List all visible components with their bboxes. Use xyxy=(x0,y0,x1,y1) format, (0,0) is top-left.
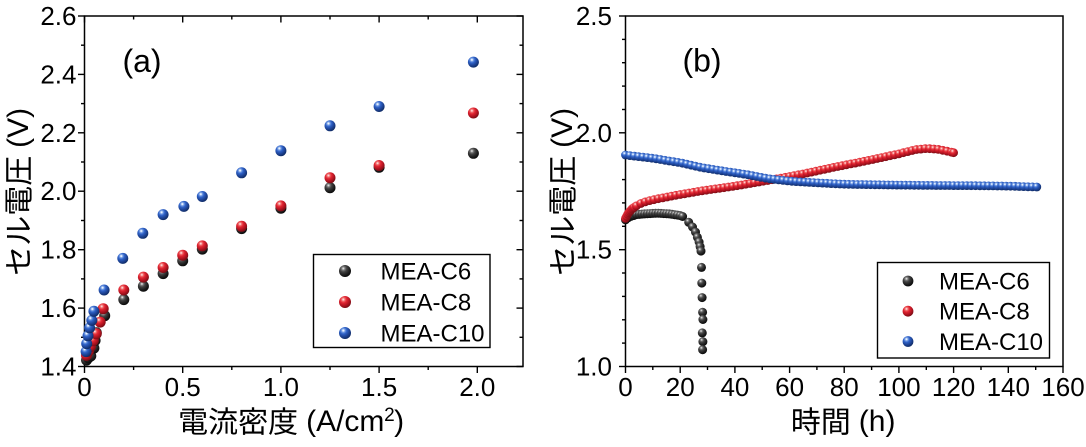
svg-text:0.5: 0.5 xyxy=(165,372,201,402)
svg-text:80: 80 xyxy=(830,372,859,402)
svg-text:2.2: 2.2 xyxy=(40,118,76,148)
svg-text:(V): (V) xyxy=(546,108,579,148)
svg-text:40: 40 xyxy=(720,372,749,402)
svg-text:2.0: 2.0 xyxy=(40,176,76,206)
svg-text:1.0: 1.0 xyxy=(263,372,299,402)
svg-text:1.5: 1.5 xyxy=(576,235,612,265)
svg-text:160: 160 xyxy=(1041,372,1084,402)
svg-text:2.5: 2.5 xyxy=(576,1,612,31)
svg-text:1.4: 1.4 xyxy=(40,352,76,382)
svg-text:): ) xyxy=(394,405,404,438)
svg-text:2.4: 2.4 xyxy=(40,59,76,89)
svg-text:1.6: 1.6 xyxy=(40,293,76,323)
svg-text:0: 0 xyxy=(618,372,632,402)
svg-text:(a): (a) xyxy=(122,43,161,79)
svg-text:0: 0 xyxy=(77,372,91,402)
svg-text:140: 140 xyxy=(987,372,1030,402)
svg-text:2.6: 2.6 xyxy=(40,1,76,31)
svg-text:120: 120 xyxy=(932,372,975,402)
svg-text:2.0: 2.0 xyxy=(576,118,612,148)
svg-text:60: 60 xyxy=(775,372,804,402)
svg-text:1.0: 1.0 xyxy=(576,352,612,382)
svg-text:2: 2 xyxy=(384,405,395,426)
svg-text:MEA-C8: MEA-C8 xyxy=(381,289,472,316)
svg-text:(h): (h) xyxy=(859,405,896,438)
svg-text:MEA-C6: MEA-C6 xyxy=(939,268,1030,295)
svg-text:1.5: 1.5 xyxy=(361,372,397,402)
svg-text:MEA-C8: MEA-C8 xyxy=(939,299,1030,326)
svg-text:MEA-C10: MEA-C10 xyxy=(381,320,485,347)
svg-text:(b): (b) xyxy=(682,43,721,79)
svg-text:(A/cm: (A/cm xyxy=(306,405,384,438)
svg-text:20: 20 xyxy=(666,372,695,402)
svg-text:2.0: 2.0 xyxy=(459,372,495,402)
svg-text:MEA-C6: MEA-C6 xyxy=(381,258,472,285)
svg-text:1.8: 1.8 xyxy=(40,235,76,265)
svg-text:(V): (V) xyxy=(2,108,35,148)
svg-text:MEA-C10: MEA-C10 xyxy=(939,329,1043,356)
svg-text:100: 100 xyxy=(877,372,920,402)
